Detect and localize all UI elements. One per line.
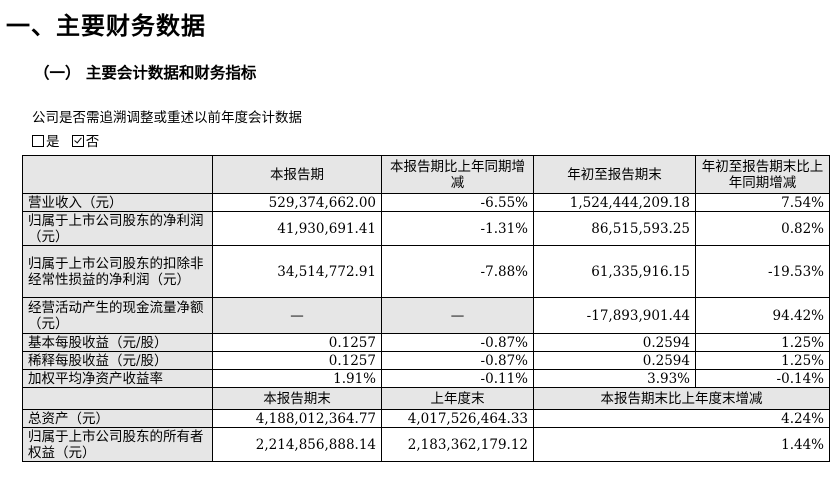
table-row: 稀释每股收益（元/股） 0.1257 -0.87% 0.2594 1.25% [22, 351, 830, 370]
value-cell: -0.87% [381, 351, 534, 370]
table-row: 归属于上市公司股东的净利润（元） 41,930,691.41 -1.31% 86… [22, 211, 830, 246]
value-cell: 0.1257 [212, 351, 382, 370]
value-cell: 0.2594 [533, 351, 696, 370]
value-cell: 0.1257 [212, 333, 382, 352]
financial-data-table: 本报告期 本报告期比上年同期增减 年初至报告期末 年初至报告期末比上年同期增减 … [22, 155, 830, 462]
value-cell: 1.91% [212, 369, 382, 388]
value-cell: -17,893,901.44 [533, 297, 696, 334]
value-cell: 1.25% [695, 351, 830, 370]
row-label: 营业收入（元） [22, 193, 213, 212]
row-label: 加权平均净资产收益率 [22, 369, 213, 388]
value-cell: -1.31% [381, 211, 534, 246]
row-label: 总资产（元） [22, 409, 213, 428]
restatement-options: 是 否 [32, 130, 99, 150]
row-label: 归属于上市公司股东的净利润（元） [22, 211, 213, 246]
row-label: 稀释每股收益（元/股） [22, 351, 213, 370]
table-row: 总资产（元） 4,188,012,364.77 4,017,526,464.33… [22, 409, 830, 428]
value-cell: 86,515,593.25 [533, 211, 696, 246]
option-no-label: 否 [85, 134, 100, 150]
value-cell: 3.93% [533, 369, 696, 388]
value-cell: -6.55% [381, 193, 534, 212]
value-cell: 1.25% [695, 333, 830, 352]
header-cell: 年初至报告期末 [533, 155, 696, 194]
value-cell: -19.53% [695, 245, 830, 298]
row-label: 经营活动产生的现金流量净额（元） [22, 297, 213, 334]
value-cell: 34,514,772.91 [212, 245, 382, 298]
header-cell [22, 387, 213, 410]
table-row: 归属于上市公司股东的所有者权益（元） 2,214,856,888.14 2,18… [22, 427, 830, 462]
header-cell: 上年度末 [381, 387, 534, 410]
value-cell: -7.88% [381, 245, 534, 298]
restatement-question: 公司是否需追溯调整或重述以前年度会计数据 [32, 110, 302, 126]
value-cell: 4,017,526,464.33 [381, 409, 534, 428]
value-cell: 0.2594 [533, 333, 696, 352]
value-cell: — [381, 297, 534, 334]
table-row: 经营活动产生的现金流量净额（元） — — -17,893,901.44 94.4… [22, 297, 830, 334]
table-row: 归属于上市公司股东的扣除非经常性损益的净利润（元） 34,514,772.91 … [22, 245, 830, 298]
row-label: 基本每股收益（元/股） [22, 333, 213, 352]
header-cell: 本报告期末比上年度末增减 [533, 387, 830, 410]
header-cell: 本报告期末 [212, 387, 382, 410]
value-cell: -0.87% [381, 333, 534, 352]
value-cell: 7.54% [695, 193, 830, 212]
value-cell: -0.14% [695, 369, 830, 388]
header-cell: 本报告期 [212, 155, 382, 194]
table-row: 营业收入（元） 529,374,662.00 -6.55% 1,524,444,… [22, 193, 830, 212]
value-cell: 94.42% [695, 297, 830, 334]
option-yes-label: 是 [46, 134, 60, 150]
table-row: 基本每股收益（元/股） 0.1257 -0.87% 0.2594 1.25% [22, 333, 830, 352]
table-header-row: 本报告期 本报告期比上年同期增减 年初至报告期末 年初至报告期末比上年同期增减 [22, 155, 830, 194]
section-heading: （一） 主要会计数据和财务指标 [34, 64, 257, 82]
checkbox-no-icon[interactable] [71, 135, 84, 147]
value-cell: 61,335,916.15 [533, 245, 696, 298]
header-cell [22, 155, 213, 194]
value-cell: — [212, 297, 382, 334]
header-cell: 年初至报告期末比上年同期增减 [695, 155, 830, 194]
value-cell: 1.44% [533, 427, 830, 462]
value-cell: 2,214,856,888.14 [212, 427, 382, 462]
value-cell: 2,183,362,179.12 [381, 427, 534, 462]
value-cell: 0.82% [695, 211, 830, 246]
table-row: 加权平均净资产收益率 1.91% -0.11% 3.93% -0.14% [22, 369, 830, 388]
checkbox-yes-icon[interactable] [32, 135, 44, 147]
page-heading: 一、主要财务数据 [6, 12, 206, 40]
value-cell: 4.24% [533, 409, 830, 428]
value-cell: 1,524,444,209.18 [533, 193, 696, 212]
header-cell: 本报告期比上年同期增减 [381, 155, 534, 194]
value-cell: 41,930,691.41 [212, 211, 382, 246]
row-label: 归属于上市公司股东的所有者权益（元） [22, 427, 213, 462]
table-header-row: 本报告期末 上年度末 本报告期末比上年度末增减 [22, 387, 830, 410]
value-cell: 4,188,012,364.77 [212, 409, 382, 428]
value-cell: 529,374,662.00 [212, 193, 382, 212]
value-cell: -0.11% [381, 369, 534, 388]
row-label: 归属于上市公司股东的扣除非经常性损益的净利润（元） [22, 245, 213, 298]
